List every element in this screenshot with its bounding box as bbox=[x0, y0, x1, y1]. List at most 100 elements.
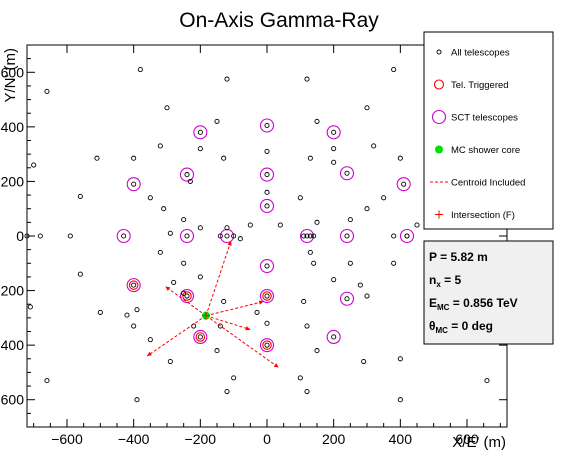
stat-line: P = 5.82 m bbox=[429, 250, 488, 264]
telescope-point bbox=[264, 172, 270, 178]
telescope-point bbox=[264, 293, 270, 299]
sct-telescope-point bbox=[339, 291, 355, 306]
telescope-point bbox=[311, 260, 317, 266]
sct-telescope-point bbox=[259, 118, 275, 133]
y-tick-label: 0 bbox=[16, 228, 24, 244]
telescope-point bbox=[304, 323, 310, 329]
telescope-point bbox=[404, 233, 410, 239]
legend-marker bbox=[435, 145, 443, 154]
telescope-point bbox=[331, 334, 337, 340]
stat-line: θMC = 0 deg bbox=[429, 319, 493, 335]
telescope-point bbox=[307, 249, 313, 255]
legend-marker bbox=[433, 79, 445, 90]
sct-telescope-point bbox=[179, 288, 195, 304]
telescope-point bbox=[401, 181, 407, 187]
axis-ticks: −600 −400 −200 0 200 400 600 −600 −400 −200 0 200 40… bbox=[0, 44, 507, 447]
chart-title: On-Axis Gamma-Ray bbox=[179, 9, 379, 32]
telescope-point bbox=[364, 293, 370, 299]
x-tick-label: −400 bbox=[118, 431, 150, 447]
stat-line: EMC = 0.856 TeV bbox=[429, 296, 518, 312]
telescope-point bbox=[344, 170, 350, 176]
telescope-point bbox=[391, 233, 397, 239]
sct-telescope-point bbox=[193, 329, 208, 345]
telescope-point bbox=[304, 233, 310, 239]
telescope-point bbox=[187, 178, 193, 184]
telescope-point bbox=[221, 155, 227, 161]
telescope-point bbox=[97, 309, 103, 315]
x-tick-label: 0 bbox=[263, 431, 271, 447]
legend-marker bbox=[436, 49, 442, 55]
x-tick-label: 200 bbox=[322, 431, 346, 447]
telescope-point bbox=[301, 298, 307, 305]
telescope-point bbox=[217, 233, 223, 239]
legend-label: Tel. Triggered bbox=[451, 80, 509, 91]
telescope-point bbox=[264, 203, 270, 209]
telescope-point bbox=[297, 375, 303, 381]
x-tick-label: −200 bbox=[185, 431, 217, 447]
telescope-point bbox=[311, 233, 317, 239]
telescope-point bbox=[67, 233, 73, 239]
y-tick-label: 600 bbox=[1, 64, 25, 80]
y-tick-label: −200 bbox=[0, 283, 24, 299]
telescope-point bbox=[197, 146, 203, 152]
telescope-point bbox=[231, 233, 237, 239]
y-tick-label: 200 bbox=[1, 173, 25, 189]
centroid-arrowhead bbox=[258, 300, 264, 305]
sct-telescope-point bbox=[193, 125, 208, 140]
telescope-point bbox=[94, 155, 100, 161]
telescope-point bbox=[221, 298, 227, 305]
telescope-point bbox=[397, 356, 403, 362]
telescope-point bbox=[381, 195, 387, 201]
triggered-telescope-point bbox=[262, 291, 272, 301]
telescope-point bbox=[314, 118, 320, 124]
centroid-line bbox=[205, 315, 251, 331]
telescope-point bbox=[304, 76, 310, 82]
telescope-point bbox=[361, 358, 367, 365]
telescope-point bbox=[124, 312, 130, 318]
sct-telescope-point bbox=[126, 278, 141, 293]
telescope-point bbox=[181, 217, 187, 223]
telescope-point bbox=[134, 397, 140, 403]
telescope-point bbox=[157, 143, 163, 149]
telescope-point bbox=[344, 233, 350, 239]
y-tick-label: −600 bbox=[0, 392, 24, 408]
sct-telescope-point bbox=[339, 166, 355, 181]
centroid-line bbox=[165, 286, 207, 317]
sct-telescope-point bbox=[259, 167, 275, 182]
telescope-point bbox=[137, 67, 143, 73]
telescope-point bbox=[314, 348, 320, 354]
telescope-point bbox=[44, 88, 50, 94]
telescope-point bbox=[164, 105, 170, 111]
triggered-telescope-point bbox=[128, 280, 139, 290]
telescope-point bbox=[364, 105, 370, 111]
telescope-point bbox=[131, 323, 137, 329]
telescope-point bbox=[184, 233, 190, 239]
centroid-arrowhead bbox=[273, 363, 279, 368]
telescope-point bbox=[364, 206, 370, 212]
telescope-point bbox=[297, 195, 303, 201]
sct-telescope-point bbox=[339, 228, 355, 244]
sct-telescope-point bbox=[326, 125, 341, 140]
telescope-point bbox=[314, 219, 320, 225]
telescope-point bbox=[77, 193, 83, 199]
telescope-point bbox=[414, 222, 420, 228]
telescope-point bbox=[484, 378, 490, 384]
legend-box bbox=[423, 31, 554, 230]
legend-marker bbox=[431, 109, 447, 125]
sct-telescope-point bbox=[116, 228, 131, 244]
telescope-point bbox=[331, 129, 337, 135]
sct-telescope-point bbox=[299, 228, 315, 244]
telescope-point bbox=[331, 159, 337, 165]
telescope-point bbox=[347, 260, 353, 266]
telescope-point bbox=[254, 309, 260, 315]
telescope-point bbox=[224, 225, 230, 231]
telescope-point bbox=[307, 233, 313, 239]
legend-label: SCT telescopes bbox=[451, 113, 518, 124]
telescope-point bbox=[247, 222, 253, 228]
telescope-point bbox=[371, 143, 377, 149]
telescope-point bbox=[214, 118, 220, 124]
telescope-point bbox=[344, 296, 350, 302]
telescope-point bbox=[357, 282, 363, 288]
telescope-point bbox=[181, 290, 187, 296]
telescope-point bbox=[264, 189, 270, 195]
